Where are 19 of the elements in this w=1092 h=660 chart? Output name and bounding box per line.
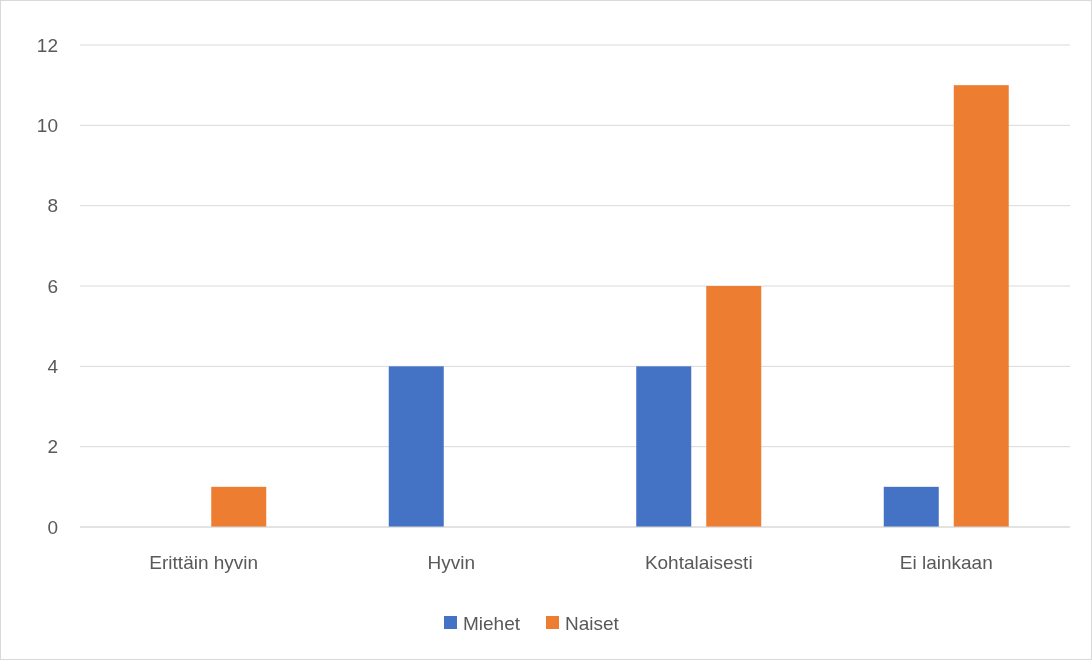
y-tick-label: 12: [36, 34, 58, 56]
bar: [388, 366, 444, 527]
y-tick-label: 10: [36, 114, 58, 136]
x-tick-label: Erittäin hyvin: [149, 552, 259, 573]
legend-label: Miehet: [463, 612, 521, 634]
bar: [953, 85, 1009, 527]
y-tick-label: 2: [47, 436, 58, 458]
bar: [706, 286, 762, 527]
x-tick-label: Kohtalaisesti: [644, 552, 753, 573]
y-tick-label: 0: [47, 516, 58, 538]
y-tick-label: 6: [47, 275, 58, 297]
x-tick-label: Hyvin: [427, 552, 476, 573]
bar: [883, 486, 939, 527]
bar: [636, 366, 692, 527]
legend-label: Naiset: [565, 612, 620, 634]
y-tick-label: 8: [47, 195, 58, 217]
x-tick-label: Ei lainkaan: [899, 552, 993, 573]
y-tick-label: 4: [47, 355, 59, 377]
bar: [211, 486, 267, 527]
